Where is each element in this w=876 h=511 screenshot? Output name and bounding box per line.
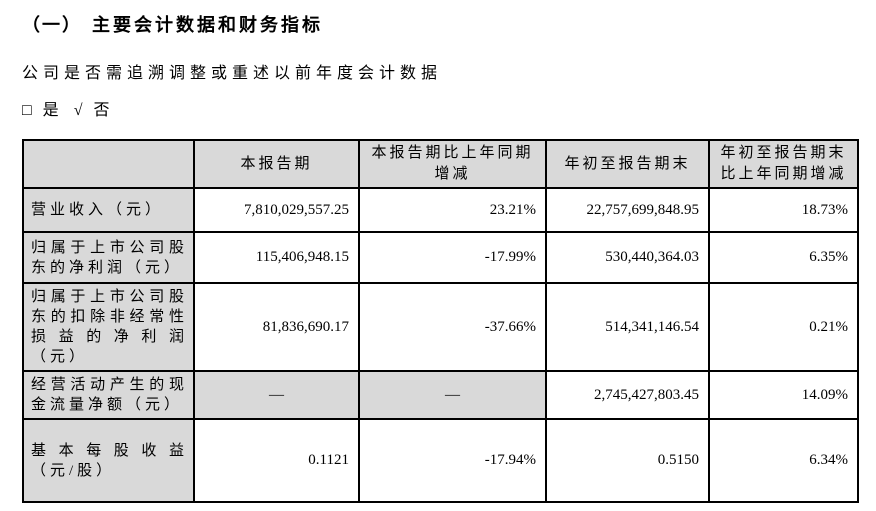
- revenue-current-yoy: 23.21%: [358, 187, 547, 233]
- row-label-operating-cash-flow: 经营活动产生的现金流量净额（元）: [22, 370, 195, 420]
- basic-eps-current: 0.1121: [193, 418, 360, 503]
- cash-flow-current-yoy: —: [358, 370, 547, 420]
- header-blank-cell: [22, 139, 195, 189]
- cash-flow-ytd: 2,745,427,803.45: [545, 370, 710, 420]
- checkbox-unchecked-icon: □: [22, 102, 32, 119]
- net-profit-excl-ytd-yoy: 0.21%: [708, 282, 859, 372]
- net-profit-excl-current-yoy: -37.66%: [358, 282, 547, 372]
- table-row: 归属于上市公司股东的扣除非经常性损益的净利润（元） 81,836,690.17 …: [22, 282, 859, 372]
- table-row: 基本每股收益（元/股） 0.1121 -17.94% 0.5150 6.34%: [22, 418, 859, 503]
- table-header-row: 本报告期 本报告期比上年同期 增减 年初至报告期末 年初至报告期末 比上年同期增…: [22, 139, 859, 189]
- net-profit-ytd: 530,440,364.03: [545, 231, 710, 284]
- section-title: 主要会计数据和财务指标: [92, 15, 323, 35]
- table-row: 归属于上市公司股东的净利润（元） 115,406,948.15 -17.99% …: [22, 231, 859, 284]
- restatement-choice: □ 是 √ 否: [22, 100, 856, 122]
- revenue-ytd: 22,757,699,848.95: [545, 187, 710, 233]
- restatement-question: 公司是否需追溯调整或重述以前年度会计数据: [22, 65, 443, 82]
- choice-yes-label: 是: [42, 102, 59, 119]
- row-label-net-profit: 归属于上市公司股东的净利润（元）: [22, 231, 195, 284]
- checkmark-icon: √: [73, 102, 83, 119]
- row-label-net-profit-excl-nonrecurring: 归属于上市公司股东的扣除非经常性损益的净利润（元）: [22, 282, 195, 372]
- net-profit-current: 115,406,948.15: [193, 231, 360, 284]
- section-number: （一）: [22, 15, 82, 35]
- section-heading: （一） 主要会计数据和财务指标: [22, 12, 856, 38]
- revenue-current: 7,810,029,557.25: [193, 187, 360, 233]
- cash-flow-current: —: [193, 370, 360, 420]
- net-profit-excl-current: 81,836,690.17: [193, 282, 360, 372]
- revenue-ytd-yoy: 18.73%: [708, 187, 859, 233]
- cash-flow-ytd-yoy: 14.09%: [708, 370, 859, 420]
- table-row: 营业收入（元） 7,810,029,557.25 23.21% 22,757,6…: [22, 187, 859, 233]
- financial-indicators-table: 本报告期 本报告期比上年同期 增减 年初至报告期末 年初至报告期末 比上年同期增…: [22, 139, 859, 503]
- header-current-period: 本报告期: [193, 139, 360, 189]
- table-row: 经营活动产生的现金流量净额（元） — — 2,745,427,803.45 14…: [22, 370, 859, 420]
- choice-no-label: 否: [93, 102, 110, 119]
- row-label-revenue: 营业收入（元）: [22, 187, 195, 233]
- header-year-to-date-yoy: 年初至报告期末 比上年同期增减: [708, 139, 859, 189]
- basic-eps-ytd: 0.5150: [545, 418, 710, 503]
- net-profit-ytd-yoy: 6.35%: [708, 231, 859, 284]
- basic-eps-ytd-yoy: 6.34%: [708, 418, 859, 503]
- header-current-period-yoy: 本报告期比上年同期 增减: [358, 139, 547, 189]
- basic-eps-current-yoy: -17.94%: [358, 418, 547, 503]
- row-label-basic-eps: 基本每股收益（元/股）: [22, 418, 195, 503]
- net-profit-excl-ytd: 514,341,146.54: [545, 282, 710, 372]
- header-year-to-date: 年初至报告期末: [545, 139, 710, 189]
- net-profit-current-yoy: -17.99%: [358, 231, 547, 284]
